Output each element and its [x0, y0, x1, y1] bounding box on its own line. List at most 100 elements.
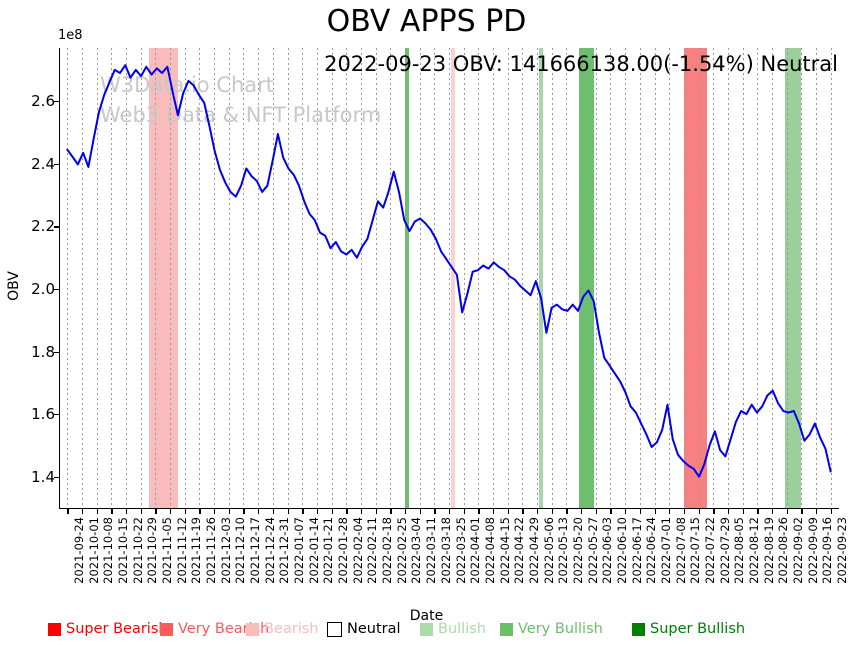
x-tick-label: 2022-09-09 — [805, 517, 820, 584]
y-tick-label: 2.4 — [31, 154, 55, 173]
y-axis-exponent-label: 1e8 — [58, 28, 83, 43]
x-tick-label: 2021-12-03 — [218, 517, 233, 584]
grid-line — [82, 48, 84, 508]
x-tick-mark — [82, 509, 84, 514]
x-tick-mark — [331, 509, 333, 514]
x-tick-mark — [258, 509, 260, 514]
x-tick-mark — [786, 509, 788, 514]
x-tick-mark — [243, 509, 245, 514]
x-tick-label: 2022-05-06 — [541, 517, 556, 584]
grid-line — [801, 48, 803, 508]
grid-line — [390, 48, 392, 508]
sentiment-band — [404, 48, 410, 508]
grid-line — [625, 48, 627, 508]
x-tick-mark — [551, 509, 554, 514]
x-tick-mark — [698, 509, 700, 514]
grid-line — [757, 48, 759, 508]
x-tick-mark — [815, 509, 818, 514]
y-tick-label: 2.0 — [31, 279, 55, 298]
x-tick-label: 2022-02-11 — [365, 517, 380, 584]
x-tick-label: 2022-03-18 — [438, 517, 453, 584]
legend-item[interactable]: Neutral — [327, 618, 401, 640]
x-axis-spine — [59, 508, 839, 510]
x-tick-label: 2022-03-11 — [424, 517, 439, 584]
legend-item[interactable]: Bullish — [420, 618, 486, 640]
x-tick-label: 2022-08-05 — [732, 517, 747, 584]
grid-line — [815, 48, 817, 508]
y-tick-mark — [54, 101, 59, 103]
grid-line — [639, 48, 641, 508]
x-tick-label: 2021-11-19 — [189, 517, 204, 584]
x-tick-mark — [581, 509, 583, 514]
x-tick-label: 2022-07-22 — [703, 517, 718, 584]
x-tick-label: 2021-10-22 — [130, 517, 145, 584]
x-tick-label: 2022-08-19 — [761, 517, 776, 584]
x-tick-label: 2022-06-17 — [629, 517, 644, 584]
y-tick-mark — [54, 414, 59, 416]
grid-line — [713, 48, 715, 508]
x-tick-mark — [757, 509, 759, 514]
x-tick-mark — [302, 509, 304, 514]
x-tick-label: 2022-01-28 — [336, 517, 351, 584]
x-tick-label: 2022-07-08 — [673, 517, 688, 584]
grid-line — [375, 48, 377, 508]
x-tick-mark — [199, 509, 201, 514]
sentiment-band — [579, 48, 594, 508]
y-tick-mark — [54, 288, 59, 291]
y-axis-label: OBV — [6, 271, 22, 301]
grid-line — [360, 48, 362, 508]
x-tick-mark — [67, 509, 69, 514]
x-tick-mark — [595, 509, 598, 514]
x-tick-label: 2021-12-31 — [277, 517, 292, 584]
grid-line — [478, 48, 480, 508]
x-tick-mark — [522, 509, 524, 514]
x-tick-label: 2022-08-12 — [747, 517, 762, 584]
legend-item[interactable]: Very Bullish — [500, 618, 603, 640]
x-tick-label: 2022-04-15 — [497, 517, 512, 584]
grid-line — [170, 48, 172, 508]
x-axis-label: Date — [409, 608, 444, 624]
x-tick-label: 2022-05-20 — [570, 517, 585, 584]
chart-title: OBV APPS PD — [326, 4, 527, 39]
x-tick-mark — [478, 509, 480, 514]
x-tick-mark — [228, 509, 231, 514]
grid-line — [287, 48, 289, 508]
x-tick-mark — [111, 509, 113, 514]
grid-line — [595, 48, 597, 508]
grid-line — [493, 48, 495, 508]
grid-line — [830, 48, 832, 508]
x-tick-mark — [771, 509, 774, 514]
x-tick-label: 2022-09-23 — [835, 517, 850, 584]
grid-line — [786, 48, 788, 508]
grid-line — [507, 48, 509, 508]
grid-line — [434, 48, 436, 508]
x-tick-label: 2022-01-21 — [321, 517, 336, 584]
grid-line — [449, 48, 450, 508]
x-tick-mark — [493, 509, 495, 514]
sentiment-band — [784, 48, 802, 508]
x-tick-mark — [170, 509, 172, 514]
x-tick-label: 2022-03-25 — [453, 517, 468, 584]
grid-line — [184, 48, 186, 508]
x-tick-label: 2022-01-07 — [292, 517, 307, 584]
grid-line — [771, 48, 773, 508]
x-tick-mark — [184, 509, 187, 514]
grid-line — [272, 48, 274, 508]
legend-label: Very Bullish — [518, 621, 603, 637]
sentiment-band — [149, 48, 179, 508]
x-tick-mark — [683, 509, 686, 514]
x-tick-label: 2022-07-15 — [688, 517, 703, 584]
grid-line — [522, 48, 524, 508]
legend-item[interactable]: Super Bearish — [48, 618, 168, 640]
grid-line — [669, 48, 671, 508]
grid-line — [566, 48, 568, 508]
y-tick-mark — [54, 351, 59, 353]
x-tick-mark — [434, 509, 436, 514]
x-tick-mark — [713, 509, 715, 514]
grid-line — [126, 48, 128, 508]
legend-item[interactable]: Bearish — [246, 618, 319, 640]
legend-swatch — [420, 622, 433, 636]
y-axis-spine — [59, 48, 61, 509]
x-tick-label: 2022-09-02 — [791, 517, 806, 584]
legend-item[interactable]: Super Bullish — [632, 618, 745, 640]
